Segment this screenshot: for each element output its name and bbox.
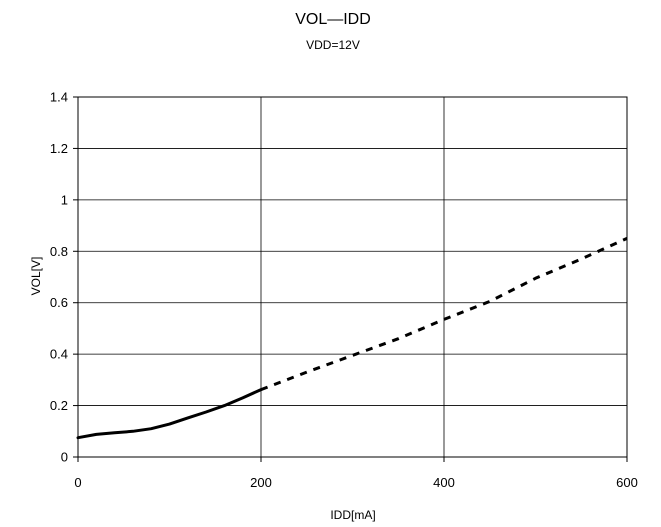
y-tick-label-6: 1.2: [50, 141, 68, 156]
y-tick-label-3: 0.6: [50, 295, 68, 310]
y-tick-label-7: 1.4: [50, 90, 68, 105]
tick-labels: 0 0.2 0.4 0.6 0.8 1 1.2 1.4 0 200 400 600: [50, 90, 638, 491]
series-line-1-solid: [76, 388, 263, 440]
x-tick-label-1: 200: [250, 475, 272, 490]
x-axis-label: IDD[mA]: [330, 508, 375, 522]
chart-title: VOL—IDD: [295, 11, 371, 28]
x-tick-label-0: 0: [74, 475, 81, 490]
y-tick-label-4: 0.8: [50, 244, 68, 259]
y-tick-label-5: 1: [61, 192, 68, 207]
y-axis-label: VOL[V]: [29, 257, 43, 296]
series-layer: [76, 237, 628, 440]
plot-frame: [77, 96, 628, 458]
y-tick-label-1: 0.2: [50, 398, 68, 413]
series-line-2-dashed: [260, 237, 628, 392]
x-tick-label-2: 400: [433, 475, 455, 490]
y-tick-label-2: 0.4: [50, 347, 68, 362]
grid: [73, 96, 628, 462]
x-tick-label-3: 600: [616, 475, 638, 490]
y-tick-label-0: 0: [61, 450, 68, 465]
chart-subtitle: VDD=12V: [306, 38, 360, 52]
